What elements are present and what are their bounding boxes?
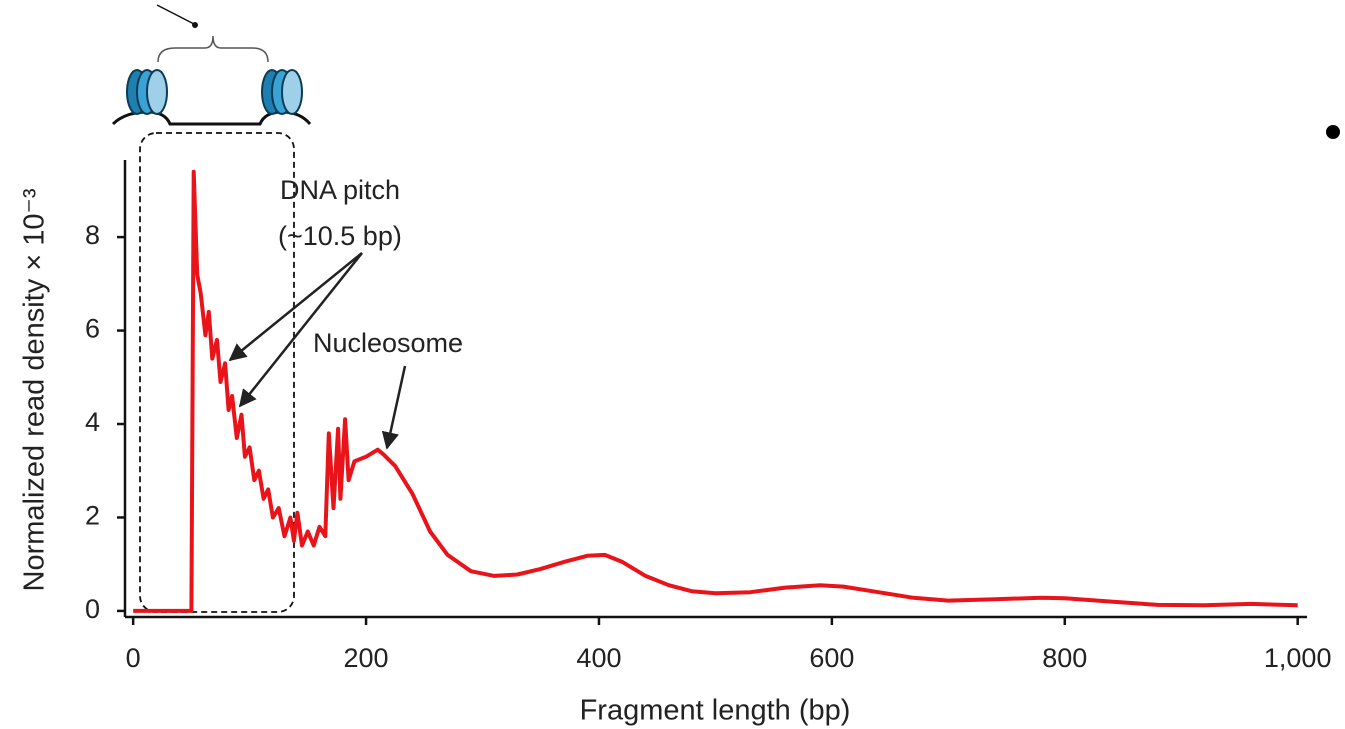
annotation: Nucleosome (313, 328, 463, 358)
y-tick-label: 4 (85, 407, 100, 437)
annotation: DNA pitch (280, 175, 400, 205)
nucleosome-diagram (111, 4, 312, 126)
x-tick-label: 400 (576, 643, 621, 673)
x-tick-label: 600 (809, 643, 854, 673)
y-axis-label: Normalized read density × 10⁻³ (19, 188, 51, 591)
y-tick-label: 0 (85, 594, 100, 624)
x-tick-label: 1,000 (1264, 643, 1332, 673)
x-tick-label: 0 (126, 643, 141, 673)
annotation-arrows (228, 252, 407, 450)
highlight-box (139, 132, 295, 613)
y-tick-label: 8 (85, 220, 100, 250)
x-tick-label: 200 (344, 643, 389, 673)
bullet (1326, 125, 1340, 139)
x-tick-label: 800 (1042, 643, 1087, 673)
annotation: (~10.5 bp) (278, 221, 402, 251)
y-tick-label: 6 (85, 314, 100, 344)
data-line (133, 169, 1298, 613)
y-tick-label: 2 (85, 501, 100, 531)
x-axis-label: Fragment length (bp) (580, 695, 851, 727)
